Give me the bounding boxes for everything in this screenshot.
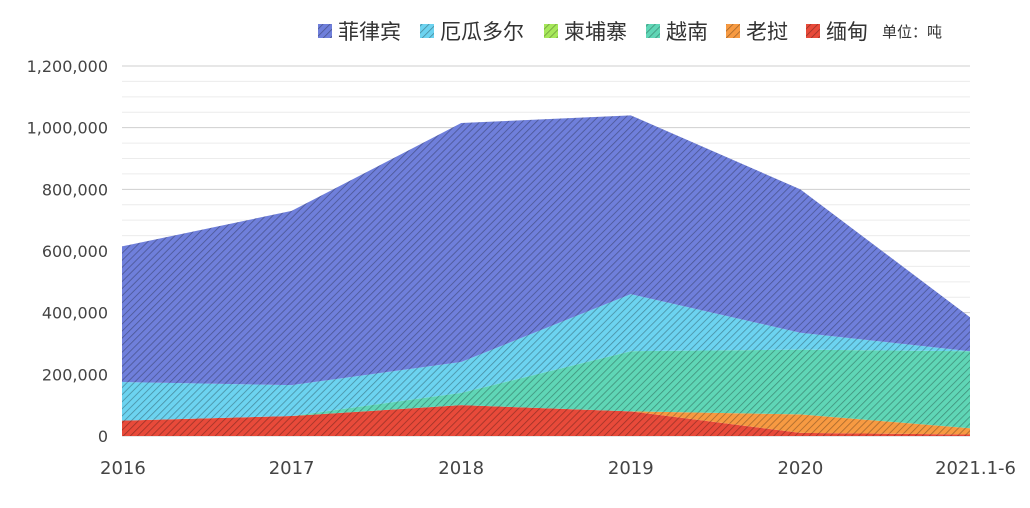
y-tick-label: 800,000 xyxy=(42,180,108,199)
legend-label: 越南 xyxy=(666,20,708,44)
legend-item-老挝[interactable]: 老挝 xyxy=(726,20,788,44)
y-tick-label: 600,000 xyxy=(42,242,108,261)
x-tick-label: 2019 xyxy=(608,458,654,479)
unit-label: 单位：吨 xyxy=(882,23,942,41)
legend-label: 老挝 xyxy=(746,20,788,44)
legend-label: 菲律宾 xyxy=(338,20,401,44)
x-tick-label: 2021.1-6 xyxy=(935,458,1016,479)
legend-swatch xyxy=(726,24,740,38)
x-tick-label: 2018 xyxy=(438,458,484,479)
y-tick-label: 400,000 xyxy=(42,304,108,323)
legend-item-柬埔寨[interactable]: 柬埔寨 xyxy=(544,20,627,44)
legend-swatch xyxy=(318,24,332,38)
y-tick-label: 0 xyxy=(98,427,108,446)
legend-swatch xyxy=(806,24,820,38)
legend-swatch xyxy=(646,24,660,38)
legend-swatch xyxy=(544,24,558,38)
legend-item-厄瓜多尔[interactable]: 厄瓜多尔 xyxy=(420,20,524,44)
legend-swatch xyxy=(420,24,434,38)
series-area-菲律宾 xyxy=(122,115,970,386)
legend-item-越南[interactable]: 越南 xyxy=(646,20,708,44)
legend: 菲律宾 厄瓜多尔 柬埔寨 越南 老挝 缅甸 xyxy=(318,20,868,44)
y-tick-label: 1,000,000 xyxy=(27,119,108,138)
legend-item-菲律宾[interactable]: 菲律宾 xyxy=(318,20,401,44)
y-axis: 0 200,000 400,000 600,000 800,000 1,000,000 1,… xyxy=(27,57,108,446)
series-area-老挝 xyxy=(122,405,970,435)
y-tick-label: 1,200,000 xyxy=(27,57,108,76)
series-area-越南 xyxy=(122,349,970,429)
legend-label: 缅甸 xyxy=(826,20,868,44)
x-axis: 2016 2017 2018 2019 2020 2021.1-6 xyxy=(100,458,1016,479)
x-tick-label: 2017 xyxy=(269,458,315,479)
y-tick-label: 200,000 xyxy=(42,365,108,384)
x-tick-label: 2016 xyxy=(100,458,146,479)
legend-label: 柬埔寨 xyxy=(564,20,627,44)
series-areas xyxy=(122,115,970,436)
legend-item-缅甸[interactable]: 缅甸 xyxy=(806,20,868,44)
x-tick-label: 2020 xyxy=(777,458,823,479)
legend-label: 厄瓜多尔 xyxy=(440,20,524,44)
series-area-缅甸 xyxy=(122,405,970,436)
series-area-厄瓜多尔 xyxy=(122,294,970,421)
